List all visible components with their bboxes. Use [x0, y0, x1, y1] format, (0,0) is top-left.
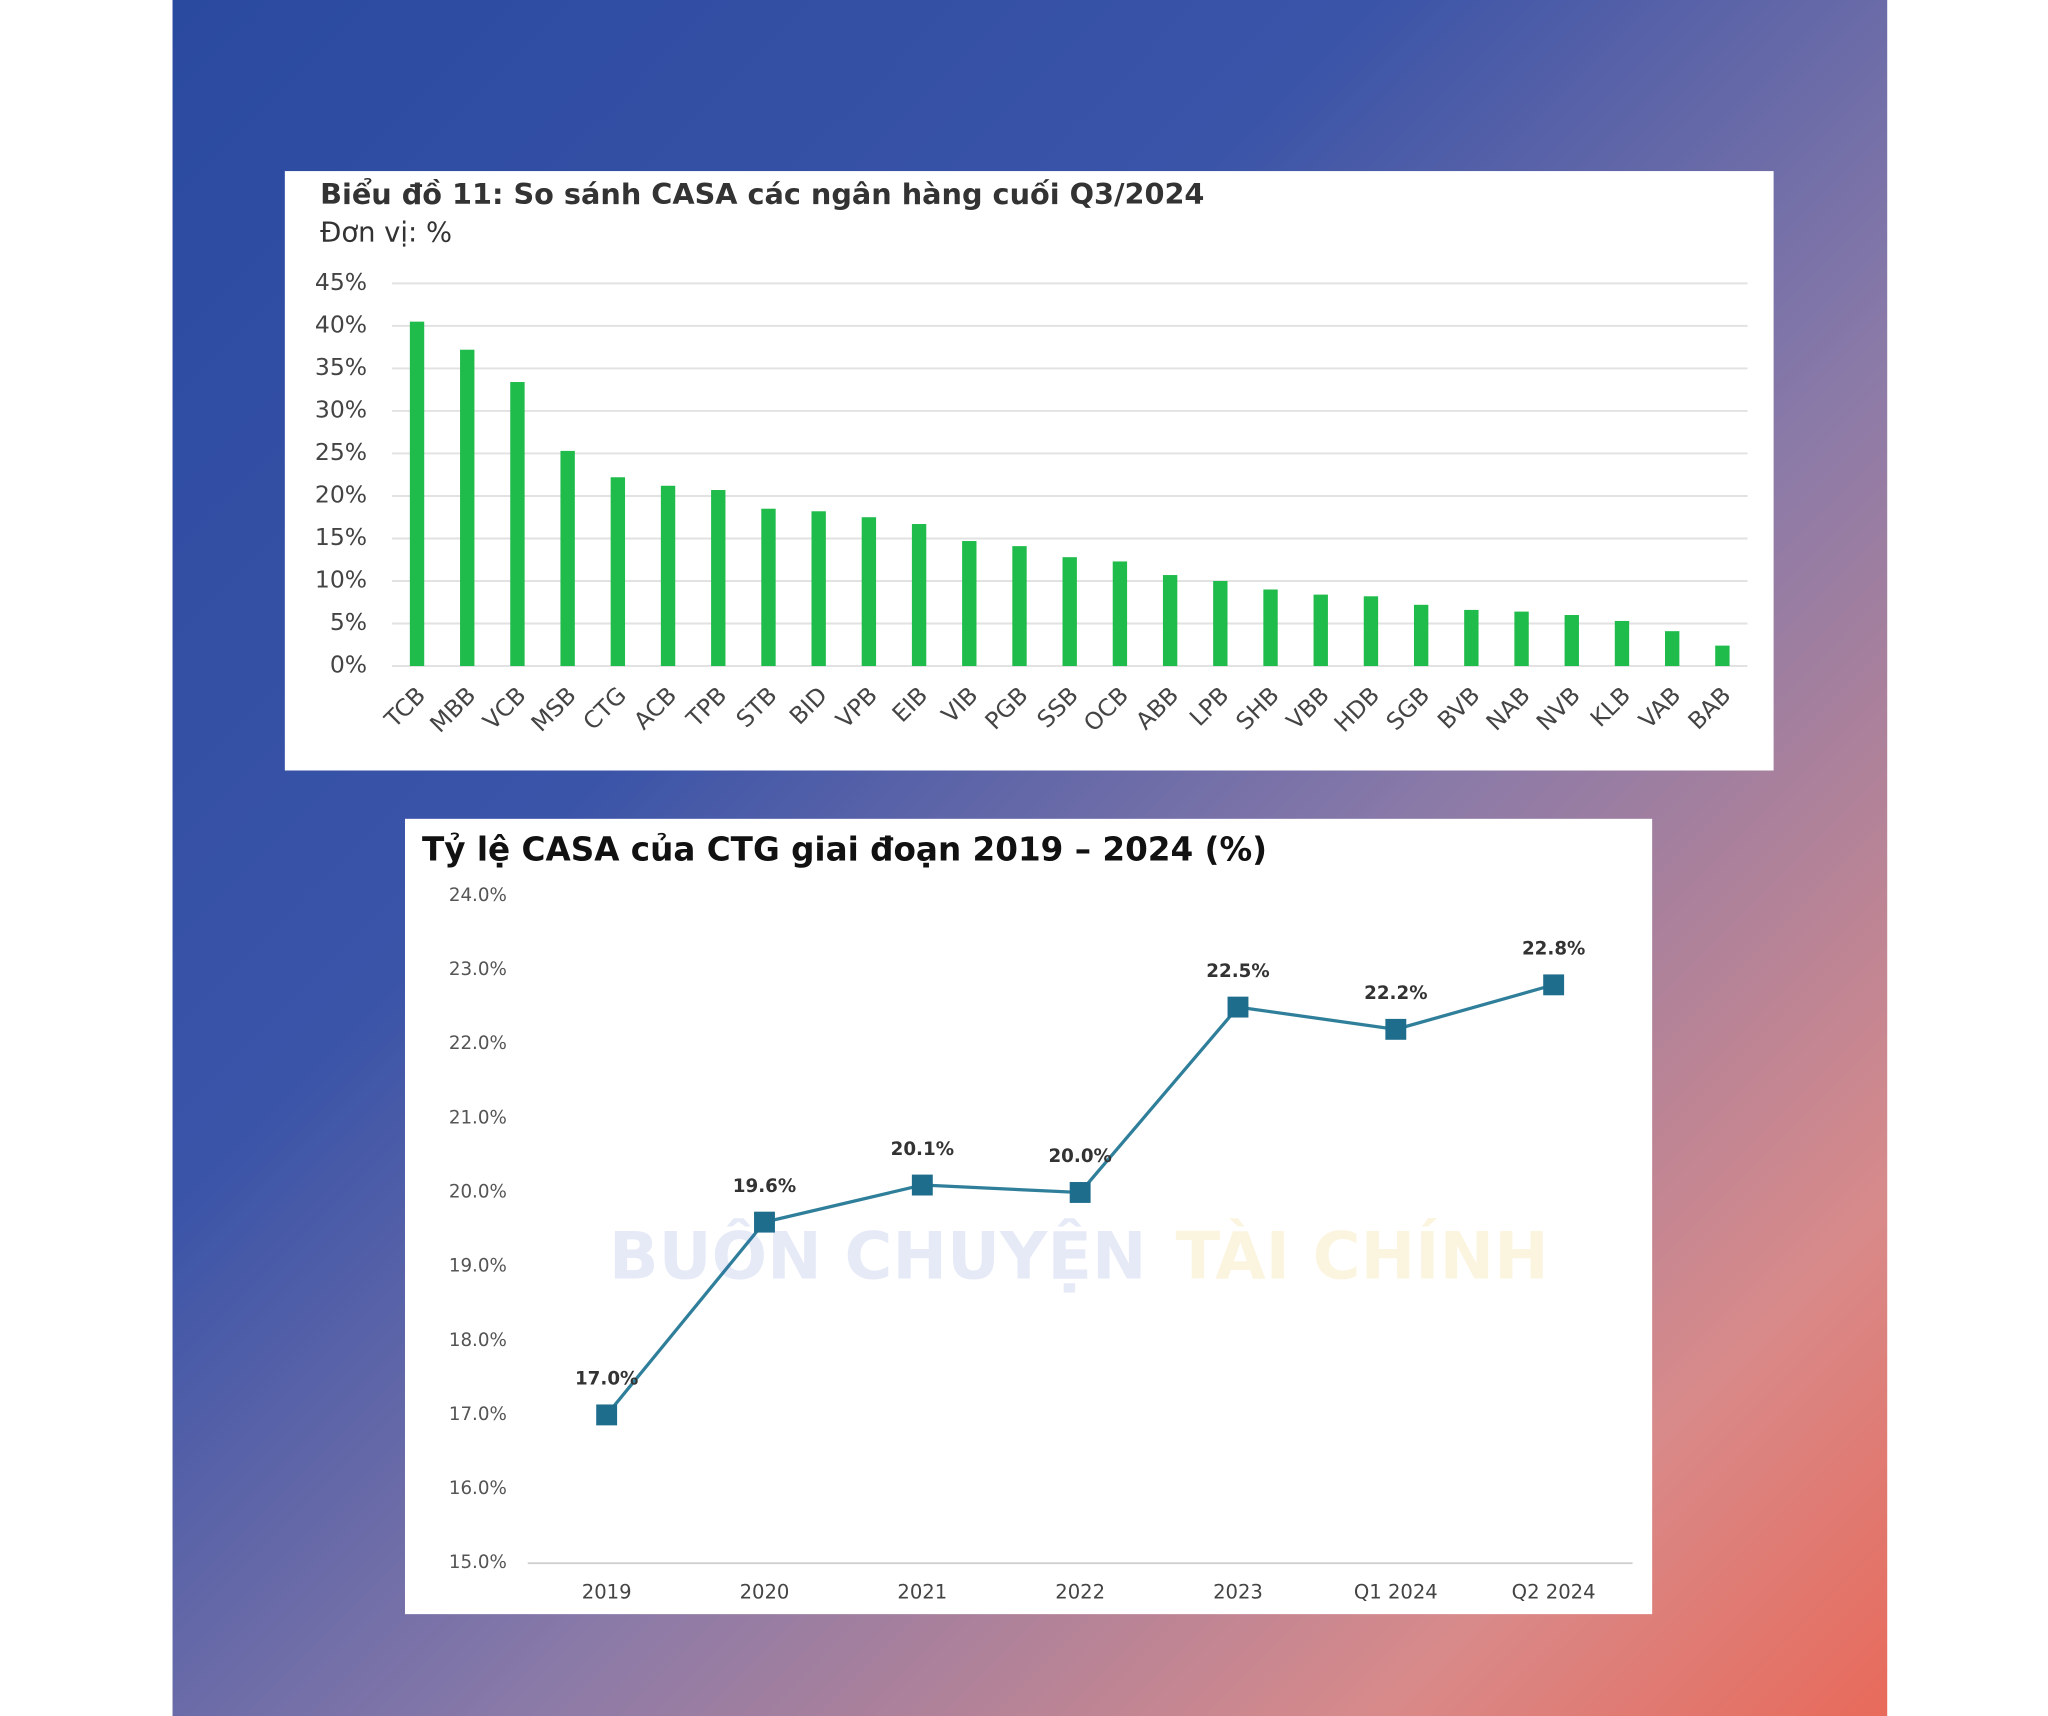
x-tick-label: 2019 [582, 1581, 632, 1604]
chart-title: Tỷ lệ CASA của CTG giai đoạn 2019 – 2024… [422, 830, 1267, 868]
bar [1614, 620, 1630, 667]
y-tick-label: 35% [315, 353, 367, 381]
chart-subtitle: Đơn vị: % [320, 217, 452, 248]
marker [1385, 1018, 1407, 1040]
bar [1112, 561, 1128, 667]
data-label: 20.0% [1048, 1146, 1111, 1167]
chart-title: Biểu đồ 11: So sánh CASA các ngân hàng c… [320, 177, 1204, 211]
bar [1263, 589, 1278, 667]
bar [460, 349, 475, 667]
data-label: 22.5% [1206, 961, 1269, 982]
x-tick-label: 2022 [1055, 1581, 1105, 1604]
y-tick-label: 16.0% [449, 1478, 507, 1499]
y-tick-label: 10% [315, 565, 367, 593]
bar [1664, 631, 1680, 667]
line-panel [404, 818, 1653, 1615]
marker [1543, 974, 1565, 996]
bar [1012, 546, 1027, 667]
bar [560, 450, 575, 667]
x-tick-label: 2020 [740, 1581, 790, 1604]
y-tick-label: 0% [330, 651, 367, 679]
y-tick-label: 45% [315, 268, 367, 296]
y-tick-label: 40% [315, 310, 367, 338]
data-label: 19.6% [733, 1176, 796, 1197]
data-label: 20.1% [891, 1139, 954, 1160]
bar [1715, 645, 1730, 667]
y-tick-label: 30% [315, 395, 367, 423]
y-tick-label: 22.0% [449, 1033, 507, 1054]
marker [911, 1174, 933, 1196]
y-tick-label: 25% [315, 438, 367, 466]
marker [754, 1211, 775, 1233]
bar [1514, 611, 1529, 667]
y-tick-label: 15% [315, 523, 367, 551]
y-tick-label: 18.0% [449, 1330, 507, 1351]
y-tick-label: 20.0% [449, 1181, 507, 1202]
marker [1069, 1182, 1091, 1203]
x-tick-label: 2023 [1213, 1581, 1263, 1604]
marker [596, 1404, 618, 1426]
y-tick-label: 15.0% [449, 1552, 507, 1573]
bar [610, 477, 626, 667]
bar [1413, 604, 1429, 667]
data-label: 22.2% [1364, 983, 1427, 1004]
bar [1464, 609, 1479, 667]
x-tick-label: 2021 [897, 1581, 947, 1604]
marker [1227, 996, 1249, 1018]
x-tick-label: Q1 2024 [1354, 1581, 1438, 1604]
data-label: 17.0% [575, 1369, 638, 1390]
bar [811, 511, 826, 667]
y-tick-label: 21.0% [449, 1107, 507, 1128]
bar [409, 321, 425, 667]
bar [1162, 575, 1178, 667]
bar [711, 490, 726, 667]
bar [911, 524, 927, 667]
y-tick-label: 20% [315, 480, 367, 508]
y-tick-label: 19.0% [449, 1256, 507, 1277]
bar [1564, 615, 1579, 667]
y-tick-label: 17.0% [449, 1404, 507, 1425]
bar [1213, 580, 1228, 667]
bar [660, 485, 676, 667]
bar [761, 508, 776, 667]
bar [1313, 594, 1328, 667]
bar [962, 541, 977, 667]
bar [1363, 596, 1379, 667]
bar [861, 517, 877, 667]
data-label: 22.8% [1522, 939, 1585, 960]
watermark: BUÔN CHUYỆN [609, 1216, 1147, 1294]
y-tick-label: 5% [330, 608, 367, 636]
bar [1062, 557, 1077, 667]
bar-panel [284, 171, 1774, 771]
bar [510, 382, 525, 667]
x-tick-label: Q2 2024 [1512, 1581, 1596, 1604]
y-tick-label: 24.0% [449, 885, 507, 906]
y-tick-label: 23.0% [449, 959, 507, 980]
watermark: TÀI CHÍNH [1176, 1216, 1549, 1294]
